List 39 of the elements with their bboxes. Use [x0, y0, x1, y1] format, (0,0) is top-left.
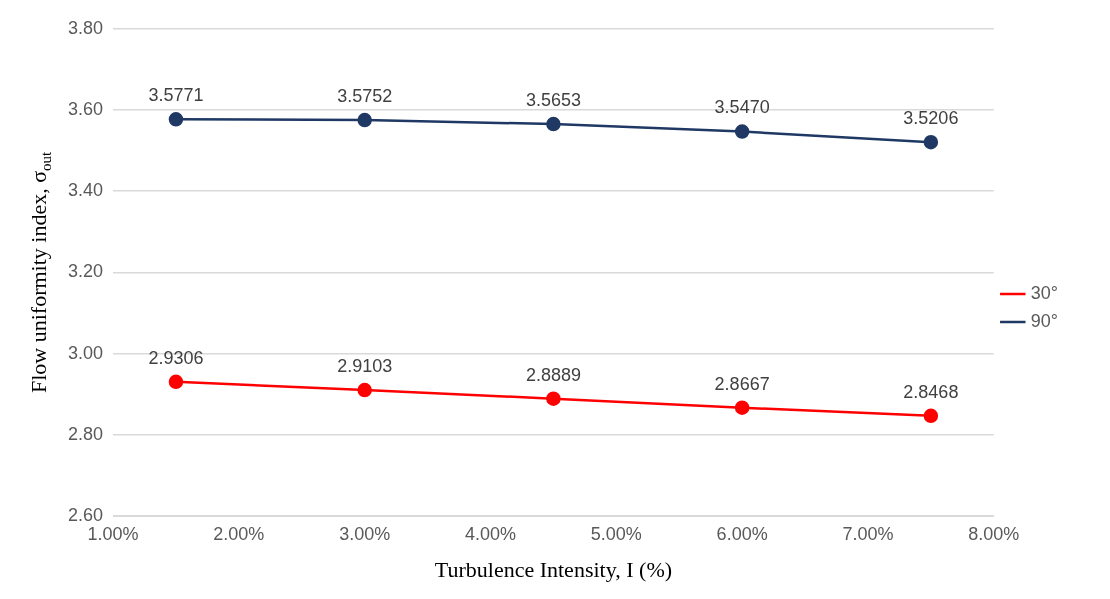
point: [734, 124, 750, 139]
point: [546, 391, 561, 406]
data-label: 3.5470: [714, 97, 770, 118]
x-tick-label: 3.00%: [339, 523, 391, 544]
x-tick-label: 1.00%: [87, 523, 139, 544]
legend-label: 30°: [1030, 282, 1059, 303]
point: [923, 134, 939, 150]
x-axis-title: Turbulence Intensity, I (%): [434, 556, 673, 582]
data-label: 2.9103: [337, 355, 393, 376]
x-tick-label: 7.00%: [842, 523, 894, 544]
y-tick-label: 2.60: [67, 504, 104, 525]
data-label: 2.8667: [714, 373, 770, 394]
y-tick-label: 3.20: [67, 261, 104, 282]
data-label: 3.5653: [525, 90, 581, 111]
y-tick-label: 3.80: [67, 17, 104, 38]
x-tick-label: 5.00%: [590, 523, 642, 544]
point: [734, 400, 750, 415]
point: [168, 112, 184, 127]
point: [357, 112, 372, 128]
point: [546, 116, 561, 132]
x-tick-label: 4.00%: [464, 523, 517, 544]
data-label: 3.5771: [148, 85, 204, 106]
point: [923, 408, 939, 424]
data-label: 3.5752: [337, 86, 393, 107]
point: [357, 382, 372, 398]
y-tick-label: 3.40: [67, 180, 104, 201]
data-label: 2.8468: [903, 381, 959, 402]
y-tick-label: 3.00: [67, 342, 104, 363]
y-tick-label: 3.60: [67, 98, 104, 119]
legend-label: 90°: [1030, 310, 1059, 331]
x-tick-label: 2.00%: [213, 523, 265, 544]
data-label: 2.8889: [525, 364, 581, 385]
y-axis-title: Flow uniformity index, σout: [26, 150, 54, 394]
x-tick-label: 6.00%: [716, 523, 768, 544]
point: [168, 374, 184, 390]
data-label: 2.9306: [148, 347, 204, 368]
data-label: 3.5206: [903, 108, 959, 129]
y-tick-label: 2.80: [67, 423, 104, 444]
x-tick-label: 8.00%: [968, 523, 1020, 544]
